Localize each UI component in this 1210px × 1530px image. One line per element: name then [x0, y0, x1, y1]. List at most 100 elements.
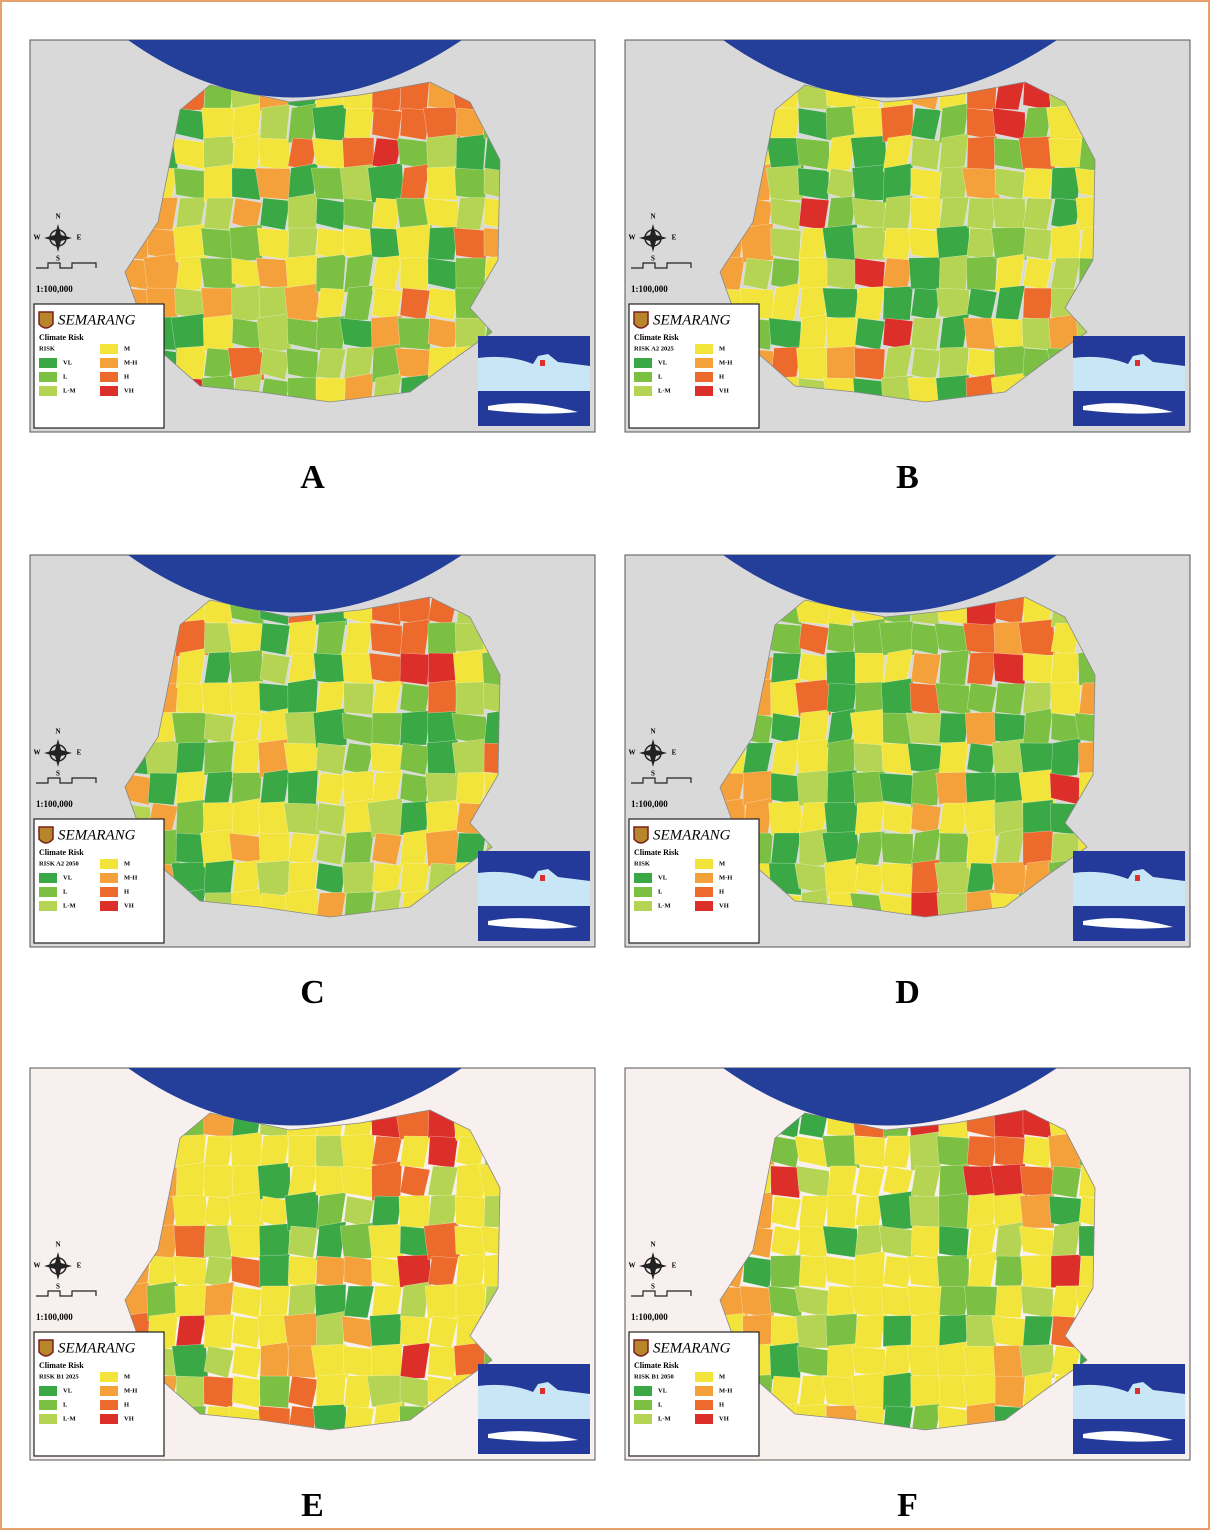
legend-label: M [719, 345, 725, 352]
district [452, 739, 488, 778]
district [174, 1226, 206, 1258]
district [372, 713, 402, 745]
legend-swatch [695, 887, 713, 897]
district [316, 803, 346, 835]
district [855, 863, 885, 895]
district [372, 1196, 402, 1228]
map-title: SEMARANG [58, 1340, 136, 1356]
district [341, 1134, 376, 1168]
scale-text: 1:100,000 [631, 284, 668, 294]
district [399, 1195, 430, 1228]
district [883, 803, 913, 835]
district [342, 862, 374, 895]
district [367, 798, 405, 837]
district [1051, 683, 1081, 715]
legend-label: VH [124, 1415, 134, 1422]
district [962, 168, 1000, 200]
district [230, 681, 262, 715]
legend-subtitle: RISK [39, 345, 55, 352]
map-panel: NESW1:100,000SEMARANGClimate RiskRISK B1… [625, 1068, 1190, 1524]
district [827, 346, 857, 380]
district [316, 254, 346, 292]
district [341, 1166, 376, 1198]
district [143, 254, 180, 293]
map-title: SEMARANG [58, 827, 136, 843]
district [256, 860, 291, 895]
district [372, 288, 402, 320]
district [911, 1226, 941, 1258]
compass-letter: W [629, 1262, 636, 1270]
legend-swatch [100, 1400, 118, 1410]
district [855, 318, 885, 350]
district [428, 680, 458, 716]
figure: NESW1:100,000SEMARANGClimate RiskRISKVLL… [0, 0, 1210, 1530]
legend-label: M-H [719, 874, 732, 881]
legend: SEMARANGClimate RiskRISK A2 2050VLLL-MMM… [34, 819, 164, 943]
district [824, 858, 857, 897]
compass-letter: W [629, 234, 636, 242]
district [370, 623, 402, 655]
district [939, 833, 969, 865]
district [259, 833, 290, 865]
legend-label: L-M [63, 387, 76, 394]
district [967, 108, 997, 140]
district [200, 258, 236, 290]
district [798, 168, 829, 200]
district [258, 1163, 291, 1200]
district [172, 1344, 208, 1378]
district [426, 134, 458, 171]
district [176, 800, 206, 837]
district [796, 138, 830, 170]
district [770, 1342, 801, 1379]
district [827, 258, 857, 290]
district [769, 318, 802, 350]
district [288, 1226, 318, 1258]
district [232, 798, 262, 838]
district [799, 1196, 829, 1228]
district [855, 1251, 885, 1290]
map-title: SEMARANG [653, 827, 731, 843]
district [992, 318, 1027, 350]
legend-label: L-M [658, 902, 671, 909]
legend-title: Climate Risk [634, 1361, 679, 1370]
district [911, 1312, 941, 1350]
district [1018, 619, 1055, 657]
inset-highlight [1135, 1388, 1140, 1394]
compass-letter: N [650, 1241, 655, 1249]
district [855, 1315, 885, 1348]
district [911, 1376, 941, 1408]
legend-swatch [39, 358, 57, 368]
scale-text: 1:100,000 [36, 799, 73, 809]
district [400, 653, 430, 685]
district [826, 651, 857, 685]
legend-label: L-M [658, 1415, 671, 1422]
district [370, 1314, 403, 1348]
district [288, 193, 318, 233]
legend-label: M-H [124, 874, 137, 881]
figure-page: NESW1:100,000SEMARANGClimate RiskRISKVLL… [0, 0, 1210, 1530]
district [173, 1256, 207, 1288]
district [400, 288, 430, 320]
legend-subtitle: RISK B1 2050 [634, 1373, 674, 1380]
district [995, 1136, 1025, 1168]
legend-subtitle: RISK [634, 860, 650, 867]
district [312, 104, 348, 141]
compass-letter: S [56, 1283, 60, 1291]
district [1051, 653, 1081, 685]
district [827, 770, 857, 806]
compass-letter: N [650, 728, 655, 736]
legend-swatch [100, 344, 118, 354]
legend-swatch [100, 1414, 118, 1424]
panel-letter: D [895, 974, 920, 1011]
district [995, 1285, 1025, 1318]
district [202, 108, 235, 140]
legend-subtitle: RISK A2 2050 [39, 860, 79, 867]
district [260, 104, 290, 141]
district [965, 712, 997, 745]
legend-swatch [100, 859, 118, 869]
compass-letter: W [34, 749, 41, 757]
inset-highlight [540, 1388, 545, 1394]
district [456, 1254, 486, 1289]
district [799, 198, 829, 230]
legend-swatch [39, 1414, 57, 1424]
